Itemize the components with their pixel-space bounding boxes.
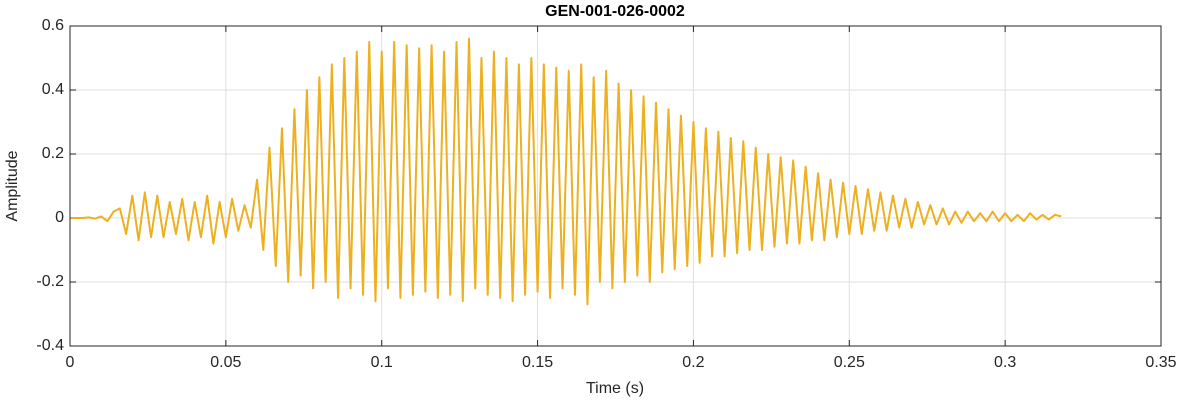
y-tick-label: -0.2 (36, 273, 64, 290)
x-tick-label: 0.1 (371, 354, 393, 371)
x-tick-label: 0.35 (1145, 354, 1176, 371)
y-axis-label: Amplitude (4, 150, 21, 221)
y-tick-label: 0 (55, 209, 64, 226)
y-tick-label: 0.2 (42, 145, 64, 162)
x-tick-label: 0 (66, 354, 75, 371)
x-tick-label: 0.3 (994, 354, 1016, 371)
x-tick-label: 0.2 (682, 354, 704, 371)
x-tick-label: 0.15 (522, 354, 553, 371)
x-tick-label: 0.25 (834, 354, 865, 371)
x-axis-label: Time (s) (586, 380, 644, 397)
waveform-line (70, 37, 1062, 306)
plot-frame (69, 25, 1162, 347)
chart-title: GEN-001-026-0002 (545, 3, 685, 20)
y-tick-label: -0.4 (36, 337, 64, 354)
x-tick-label: 0.05 (210, 354, 241, 371)
y-tick-label: 0.6 (42, 17, 64, 34)
y-tick-label: 0.4 (42, 81, 64, 98)
